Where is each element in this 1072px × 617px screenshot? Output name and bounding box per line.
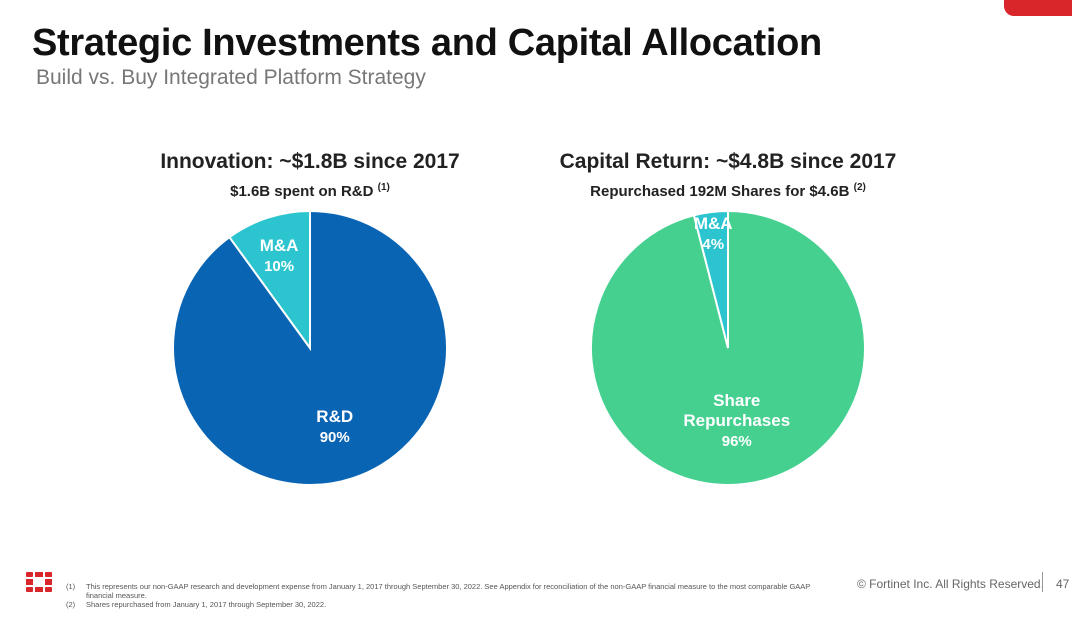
slice-value-label: 96%	[722, 433, 752, 450]
slice-category-label: R&D	[316, 407, 353, 426]
innovation-subtitle-text: $1.6B spent on R&D	[230, 183, 374, 200]
corner-accent-tab	[1004, 0, 1072, 16]
footnote-text: Shares repurchased from January 1, 2017 …	[86, 600, 327, 609]
innovation-pie: R&D 90% M&A 10%	[172, 209, 448, 486]
footnote-text: This represents our non-GAAP research an…	[86, 582, 811, 600]
slice-category-label: M&A	[260, 236, 299, 255]
copyright-notice: © Fortinet Inc. All Rights Reserved.	[857, 577, 1044, 591]
footnotes: (1) This represents our non-GAAP researc…	[66, 582, 836, 609]
slice-value-label: 90%	[320, 429, 350, 446]
page-subtitle: Build vs. Buy Integrated Platform Strate…	[36, 66, 426, 89]
capital-return-chart: Capital Return: ~$4.8B since 2017 Repurc…	[518, 150, 938, 486]
slice-value-label: 4%	[702, 236, 724, 253]
innovation-footnote-ref: (1)	[377, 182, 390, 193]
innovation-chart-title: Innovation: ~$1.8B since 2017	[160, 150, 460, 173]
page-title: Strategic Investments and Capital Alloca…	[32, 22, 822, 64]
pie-slice-manda	[692, 209, 729, 349]
slice-category-label: Repurchases	[683, 411, 790, 430]
capital-return-chart-title: Capital Return: ~$4.8B since 2017	[559, 150, 897, 173]
slice-category-label: Share	[713, 391, 760, 410]
slice-category-label: M&A	[694, 214, 733, 233]
capital-return-chart-subtitle: Repurchased 192M Shares for $4.6B (2)	[518, 182, 938, 200]
footnote-number: (1)	[66, 582, 76, 591]
pie-slice-manda	[228, 209, 311, 352]
capital-return-footnote-ref: (2)	[853, 182, 866, 193]
innovation-chart: Innovation: ~$1.8B since 2017 $1.6B spen…	[100, 150, 520, 486]
fortinet-logo-icon	[26, 572, 52, 592]
capital-return-subtitle-text: Repurchased 192M Shares for $4.6B	[590, 183, 850, 200]
footnote-2: (2) Shares repurchased from January 1, 2…	[66, 600, 836, 609]
footer-divider	[1042, 572, 1043, 592]
footnote-number: (2)	[66, 600, 76, 609]
innovation-chart-subtitle: $1.6B spent on R&D (1)	[100, 182, 520, 200]
footnote-1: (1) This represents our non-GAAP researc…	[66, 582, 836, 600]
slice-value-label: 10%	[264, 258, 294, 275]
page-number: 47	[1056, 577, 1070, 591]
